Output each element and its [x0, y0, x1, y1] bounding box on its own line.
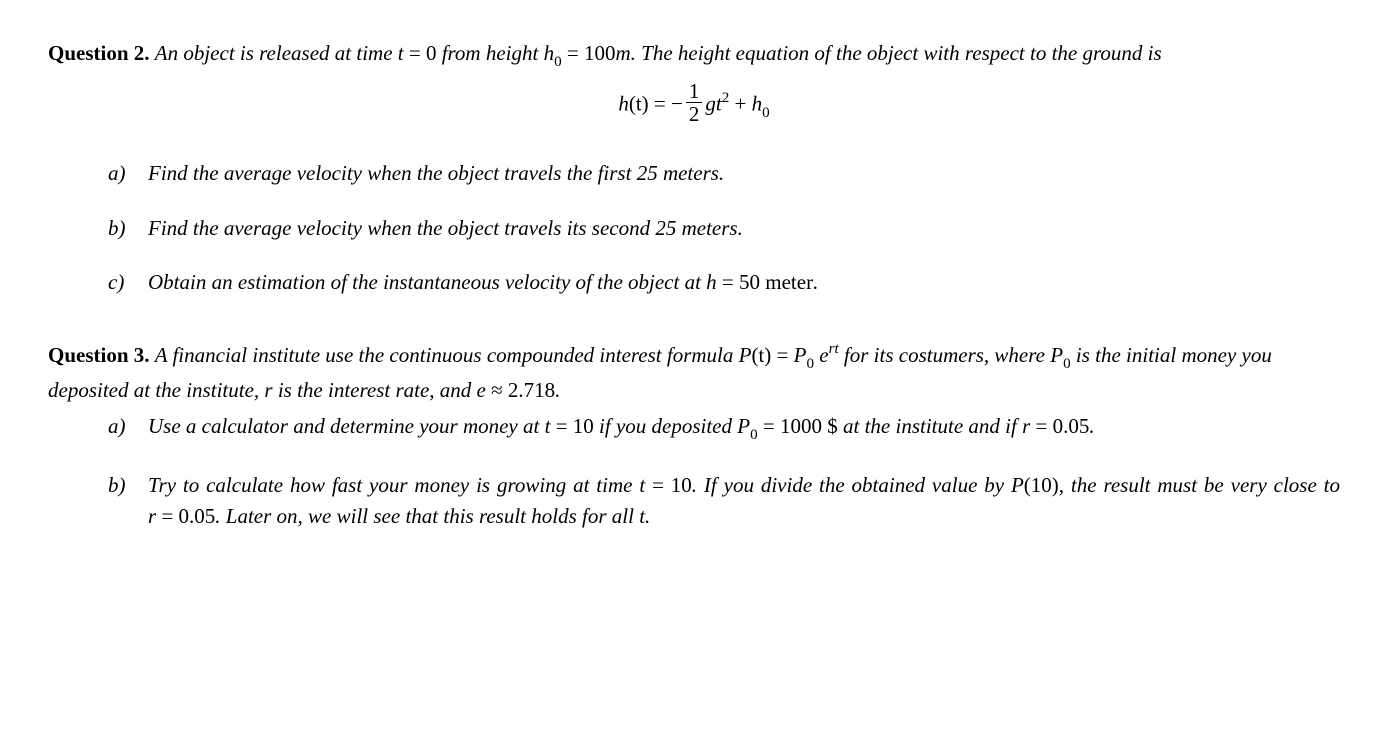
q3-mid: for its costumers, where	[839, 343, 1051, 367]
q2-b-text: Find the average velocity when the objec…	[148, 216, 743, 240]
q2-part-a: a) Find the average velocity when the ob…	[48, 158, 1340, 188]
q2-h0-unit: m	[616, 41, 631, 65]
q2-h0-var: h	[544, 41, 555, 65]
q2-h0-sub: 0	[554, 54, 562, 70]
q2-form-h: h	[618, 91, 629, 115]
q3a-P0P: P	[737, 414, 750, 438]
q3-Pt: (t)	[751, 343, 771, 367]
q3-parts: a) Use a calculator and determine your m…	[48, 411, 1340, 531]
q2-prompt: An object is released at time t = 0 from…	[155, 41, 1162, 65]
q3b-req: =	[156, 504, 178, 528]
q3a-mid: if you deposited	[594, 414, 737, 438]
q3b-r: r	[148, 504, 156, 528]
q2-frac: 12	[686, 81, 703, 126]
q2-form-h0h: h	[752, 91, 763, 115]
q3-prompt: A financial institute use the continuous…	[48, 343, 1272, 402]
q3-heading: Question 3. A financial institute use th…	[48, 340, 1340, 406]
q2-form-gt: gt	[705, 91, 721, 115]
q3-a-text: Use a calculator and determine your mone…	[148, 414, 1095, 438]
q2-form-plus: +	[729, 91, 751, 115]
q3-part-b: b) Try to calculate how fast your money …	[48, 470, 1340, 531]
q3-approx: ≈	[486, 378, 508, 402]
q3b-mid3: . Later on, we will see that this result…	[215, 504, 639, 528]
q3a-P00: 0	[750, 427, 758, 443]
q3-b-label: b)	[108, 470, 126, 500]
q2-prompt-mid: from height	[436, 41, 543, 65]
q3a-P0eq: =	[758, 414, 780, 438]
q3b-rval: 0.05	[179, 504, 216, 528]
q2c-hval: 50	[739, 270, 760, 294]
q3-a-label: a)	[108, 411, 126, 441]
q3-pre: A financial institute use the continuous…	[155, 343, 739, 367]
q2c-pre: Obtain an estimation of the instantaneou…	[148, 270, 706, 294]
q2c-hvar: h	[706, 270, 717, 294]
q3-P0bP: P	[1050, 343, 1063, 367]
q3-rt: rt	[829, 341, 839, 357]
q3b-post: .	[645, 504, 650, 528]
q2c-hunit: meter	[760, 270, 813, 294]
q2-c-label: c)	[108, 267, 124, 297]
q2-formula: h(t) = −12gt2 + h0	[48, 83, 1340, 128]
q3a-rval: 0.05	[1053, 414, 1090, 438]
q3a-mid2: at the institute and if	[838, 414, 1022, 438]
q2-frac-den: 2	[686, 103, 703, 126]
q2-eq-sign: =	[404, 41, 426, 65]
q2-form-t: (t)	[629, 91, 649, 115]
q2-part-c: c) Obtain an estimation of the instantan…	[48, 267, 1340, 297]
q2-form-minus: −	[671, 91, 683, 115]
q2-form-eq: =	[649, 91, 671, 115]
q3-P00: 0	[806, 356, 814, 372]
q2-a-text: Find the average velocity when the objec…	[148, 161, 724, 185]
q3-mid3: is the interest rate, and	[273, 378, 477, 402]
q3-b-text: Try to calculate how fast your money is …	[148, 473, 1340, 527]
q3b-mid: . If you divide the obtained value by	[692, 473, 1011, 497]
q3b-P10P: P	[1011, 473, 1024, 497]
q3a-post: .	[1089, 414, 1094, 438]
q3a-P0val: 1000	[780, 414, 822, 438]
q3-P0P: P	[794, 343, 807, 367]
q3a-req: =	[1030, 414, 1052, 438]
q3-eval: 2.718	[508, 378, 555, 402]
q2-b-label: b)	[108, 213, 126, 243]
q3a-tval: 10	[573, 414, 594, 438]
q2-form-h00: 0	[762, 105, 770, 121]
q3-e2: e	[477, 378, 486, 402]
q3-P: P	[739, 343, 752, 367]
q2-frac-num: 1	[686, 81, 703, 103]
q2-prompt-pre: An object is released at time	[155, 41, 398, 65]
q3-P0b0: 0	[1063, 356, 1071, 372]
q2-a-label: a)	[108, 158, 126, 188]
q3-Peq: =	[771, 343, 793, 367]
q3b-P10arg: (10)	[1024, 473, 1059, 497]
q3a-dollar: $	[822, 414, 838, 438]
q3-e: e	[819, 343, 828, 367]
q3a-pre: Use a calculator and determine your mone…	[148, 414, 545, 438]
q2-number: Question 2.	[48, 41, 150, 65]
q3-part-a: a) Use a calculator and determine your m…	[48, 411, 1340, 446]
q3a-teq: =	[550, 414, 572, 438]
q2-c-text: Obtain an estimation of the instantaneou…	[148, 270, 818, 294]
q2c-post: .	[813, 270, 818, 294]
q3-rvar: r	[264, 378, 272, 402]
q2-h0-val: 100	[584, 41, 616, 65]
q2c-heq: =	[717, 270, 739, 294]
q2-form-sq: 2	[722, 90, 730, 106]
q3b-teq: =	[645, 473, 671, 497]
q3b-tval: 10	[671, 473, 692, 497]
q3b-pre: Try to calculate how fast your money is …	[148, 473, 639, 497]
q3-number: Question 3.	[48, 343, 150, 367]
q2-t-zero: 0	[426, 41, 437, 65]
q2-h0-eq: =	[562, 41, 584, 65]
q2-parts: a) Find the average velocity when the ob…	[48, 158, 1340, 297]
q2-part-b: b) Find the average velocity when the ob…	[48, 213, 1340, 243]
q2-heading: Question 2. An object is released at tim…	[48, 38, 1340, 73]
q2-prompt-post: . The height equation of the object with…	[631, 41, 1162, 65]
q3-post: .	[555, 378, 560, 402]
q3b-mid2: , the result must be very close to	[1059, 473, 1340, 497]
